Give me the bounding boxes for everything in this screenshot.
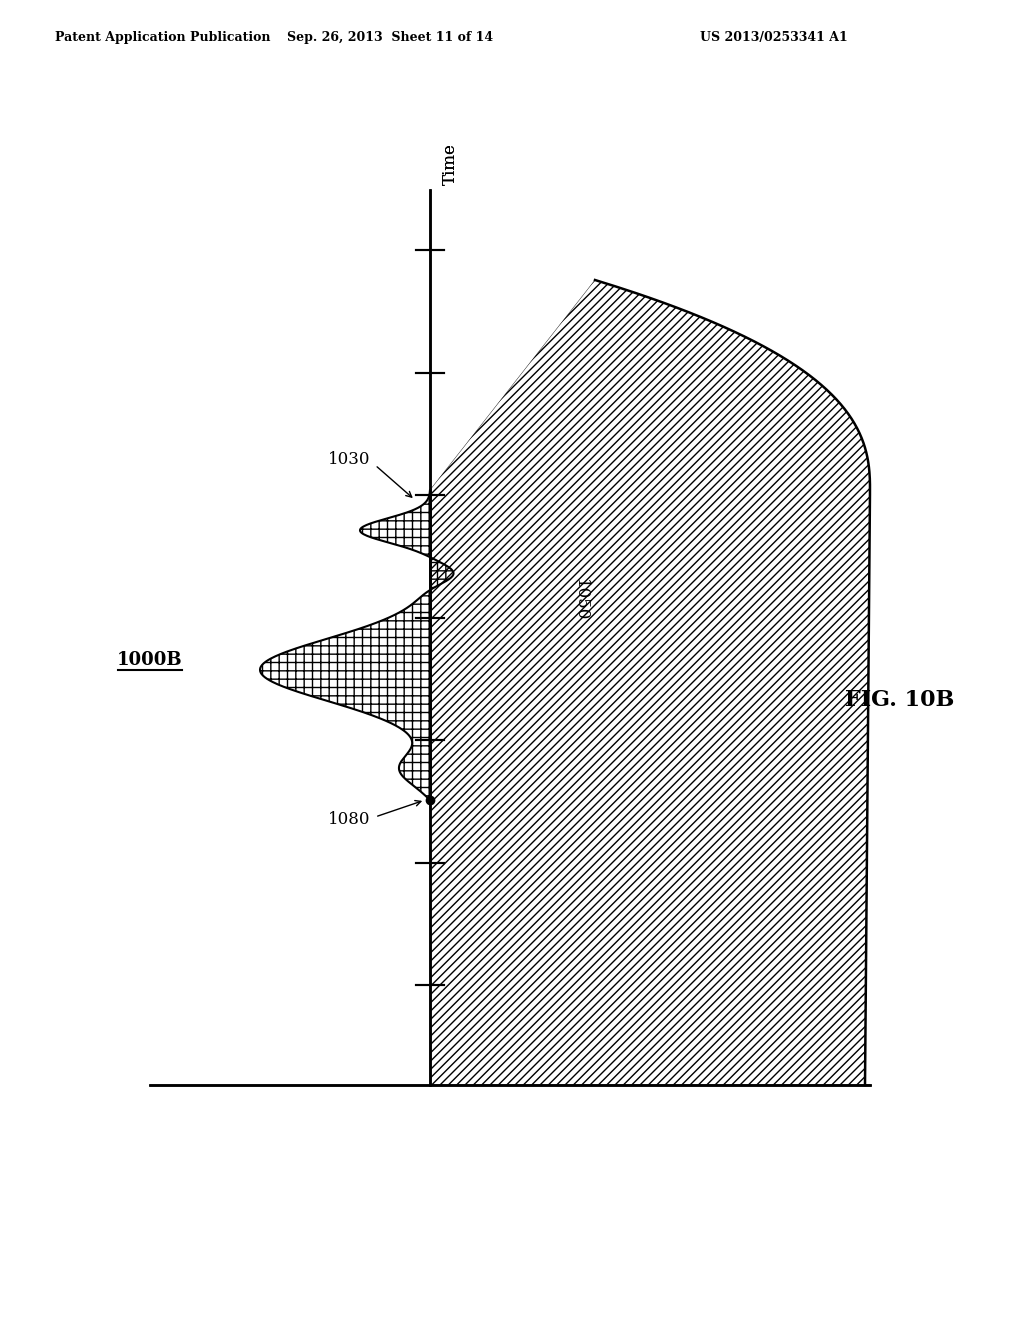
Text: 1050: 1050 bbox=[571, 578, 589, 622]
Text: Time: Time bbox=[441, 143, 459, 185]
Text: Sep. 26, 2013  Sheet 11 of 14: Sep. 26, 2013 Sheet 11 of 14 bbox=[287, 30, 494, 44]
Text: FIG. 10B: FIG. 10B bbox=[846, 689, 954, 711]
Text: 1080: 1080 bbox=[328, 812, 370, 829]
Text: 1030: 1030 bbox=[328, 451, 370, 469]
Text: US 2013/0253341 A1: US 2013/0253341 A1 bbox=[700, 30, 848, 44]
Text: 1000B: 1000B bbox=[117, 651, 183, 669]
Text: Patent Application Publication: Patent Application Publication bbox=[55, 30, 270, 44]
Text: Time: Time bbox=[441, 143, 459, 185]
